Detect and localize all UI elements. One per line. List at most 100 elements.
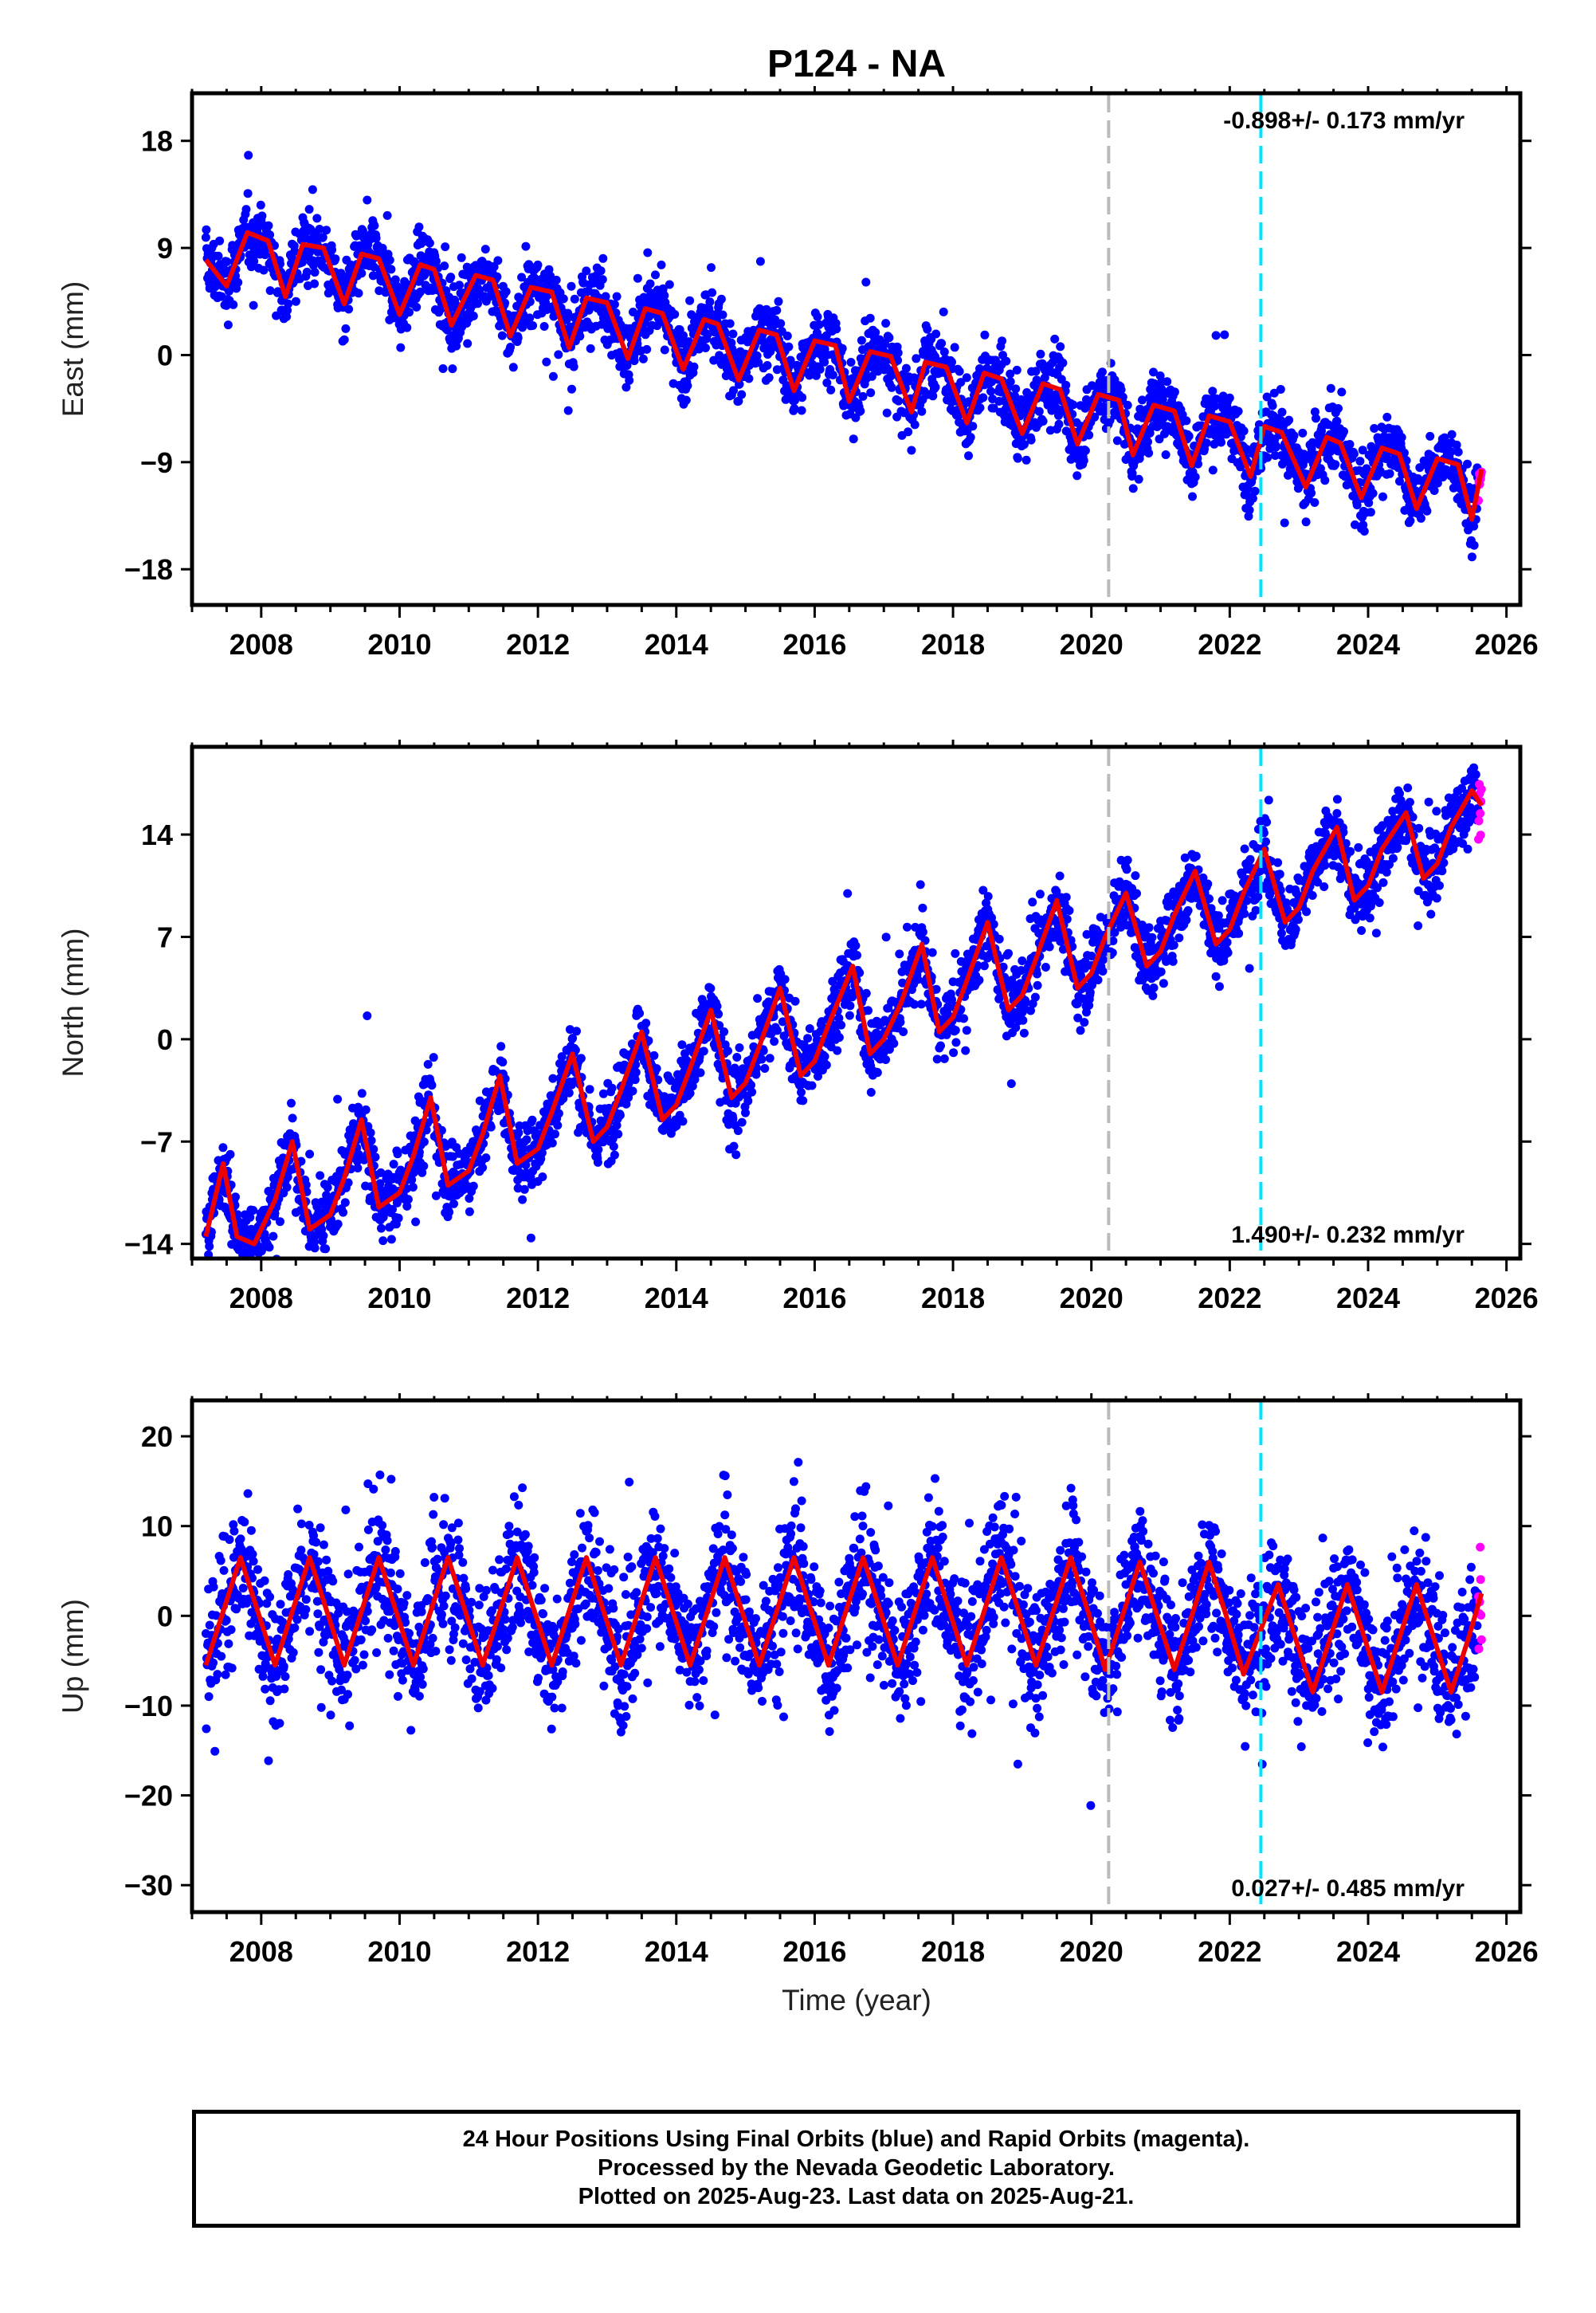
final-orbit-point (390, 275, 400, 285)
final-orbit-point (1034, 406, 1044, 416)
final-orbit-point (956, 378, 966, 387)
final-orbit-point (897, 967, 907, 976)
x-tick-label: 2016 (782, 628, 846, 661)
final-orbit-point (1036, 349, 1045, 359)
final-orbit-point (245, 1263, 254, 1272)
final-orbit-point (340, 1198, 350, 1208)
final-orbit-point (1352, 501, 1362, 510)
final-orbit-point (457, 253, 466, 262)
final-orbit-point (1359, 527, 1369, 536)
final-orbit-point (229, 300, 238, 309)
final-orbit-point (751, 1070, 761, 1079)
final-orbit-point (701, 344, 710, 352)
final-orbit-point (718, 310, 727, 320)
final-orbit-point (780, 975, 790, 984)
final-orbit-point (942, 1030, 951, 1039)
final-orbit-point (966, 433, 975, 442)
final-orbit-point (853, 951, 861, 960)
final-orbit-point (517, 273, 527, 282)
final-orbit-point (323, 1183, 332, 1192)
final-orbit-point (918, 927, 927, 937)
final-orbit-point (1217, 438, 1225, 447)
final-orbit-point (918, 903, 927, 913)
final-orbit-point (641, 1019, 651, 1028)
final-orbit-point (519, 1145, 528, 1154)
final-orbit-point (843, 889, 853, 898)
final-orbit-point (1006, 369, 1015, 379)
final-orbit-point (1349, 450, 1359, 458)
final-orbit-point (1375, 466, 1385, 476)
final-orbit-point (610, 300, 619, 309)
final-orbit-point (427, 1081, 437, 1090)
final-orbit-point (261, 245, 270, 254)
final-orbit-point (1277, 407, 1287, 417)
final-orbit-point (951, 1026, 960, 1035)
final-orbit-point (548, 371, 558, 381)
final-orbit-point (1006, 377, 1015, 387)
final-orbit-point (723, 1047, 732, 1055)
final-orbit-point (1144, 449, 1154, 457)
final-orbit-point (1469, 521, 1479, 531)
final-orbit-point (382, 210, 392, 220)
final-orbit-point (998, 336, 1006, 346)
final-orbit-point (979, 961, 989, 971)
final-orbit-point (322, 226, 331, 235)
final-orbit-point (496, 1042, 506, 1051)
final-orbit-point (901, 363, 911, 373)
final-orbit-point (837, 344, 847, 353)
final-orbit-point (341, 324, 351, 333)
final-orbit-point (438, 364, 448, 373)
final-orbit-point (1385, 469, 1394, 478)
final-orbit-point (866, 1088, 876, 1097)
final-orbit-point (304, 205, 314, 214)
final-orbit-point (1004, 948, 1013, 958)
final-orbit-point (572, 1027, 581, 1036)
final-orbit-point (772, 1026, 782, 1035)
final-orbit-point (989, 920, 998, 929)
final-orbit-point (265, 286, 275, 296)
final-orbit-point (1072, 471, 1082, 481)
final-orbit-point (1010, 391, 1020, 401)
final-orbit-point (1395, 477, 1404, 486)
final-orbit-point (310, 279, 320, 289)
final-orbit-point (1194, 459, 1202, 469)
final-orbit-point (1248, 493, 1257, 503)
final-orbit-point (586, 344, 595, 353)
final-orbit-point (327, 245, 337, 254)
final-orbit-point (1469, 540, 1479, 550)
final-orbit-point (612, 1121, 622, 1130)
final-orbit-point (950, 343, 959, 352)
final-orbit-point (469, 312, 478, 320)
final-orbit-point (1276, 385, 1285, 394)
final-orbit-point (370, 221, 379, 230)
final-orbit-point (1326, 383, 1335, 393)
final-orbit-point (394, 1213, 403, 1223)
final-orbit-point (248, 1259, 257, 1268)
final-orbit-point (402, 1201, 412, 1211)
final-orbit-point (1018, 1015, 1028, 1025)
final-orbit-point (927, 948, 937, 957)
final-orbit-point (784, 342, 794, 351)
final-orbit-point (1320, 476, 1330, 485)
final-orbit-point (429, 1053, 438, 1062)
final-orbit-point (1245, 505, 1254, 515)
final-orbit-point (1112, 436, 1122, 446)
final-orbit-point (201, 233, 210, 242)
final-orbit-point (562, 315, 571, 324)
final-orbit-point (744, 374, 754, 383)
final-orbit-point (601, 292, 610, 301)
final-orbit-point (881, 1055, 891, 1064)
final-orbit-point (786, 355, 795, 365)
final-orbit-point (689, 362, 699, 371)
final-orbit-point (310, 1243, 320, 1253)
final-orbit-point (339, 1208, 348, 1217)
final-orbit-point (729, 1141, 739, 1151)
final-orbit-point (734, 396, 743, 406)
final-orbit-point (287, 1098, 296, 1108)
final-orbit-point (222, 257, 232, 266)
final-orbit-point (1182, 416, 1191, 426)
final-orbit-point (975, 403, 985, 413)
final-orbit-point (331, 254, 340, 264)
final-orbit-point (728, 329, 738, 339)
final-orbit-point (215, 236, 225, 245)
